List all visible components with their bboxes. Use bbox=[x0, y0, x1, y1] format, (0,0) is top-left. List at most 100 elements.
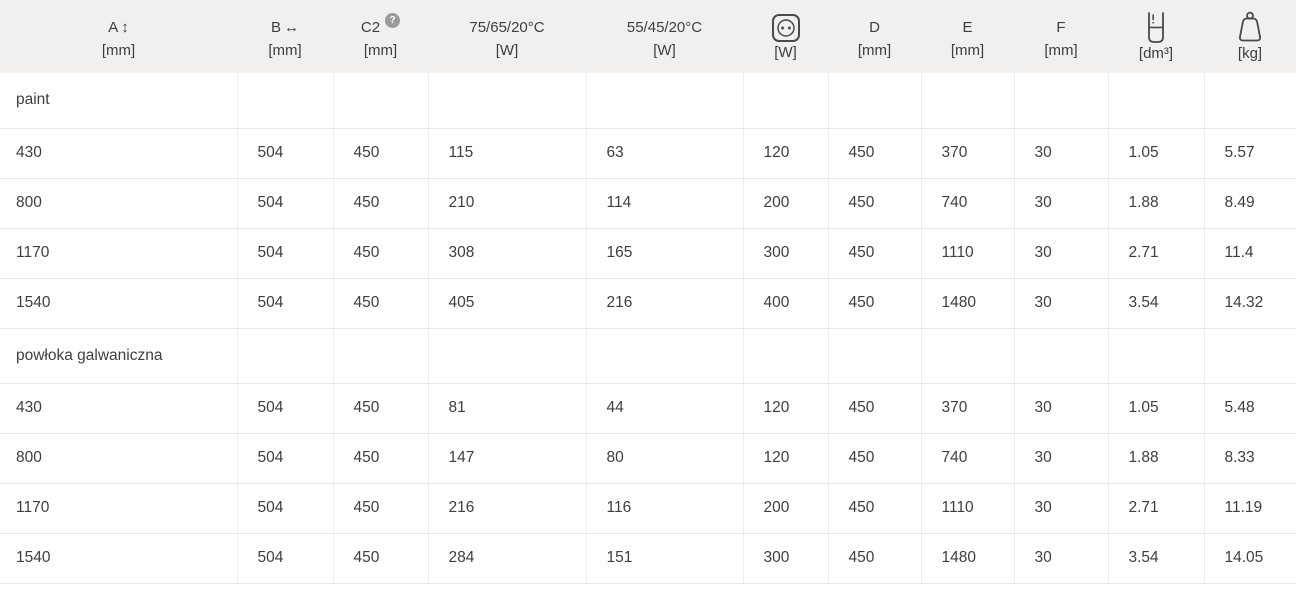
section-empty-cell bbox=[828, 328, 922, 384]
column-title-electric bbox=[743, 13, 828, 43]
cell-b: 504 bbox=[237, 178, 334, 229]
column-title-t554520: 55/45/20°C bbox=[586, 15, 743, 41]
cell-weight: 11.19 bbox=[1204, 483, 1296, 534]
cell-electric: 300 bbox=[743, 533, 829, 584]
column-unit-volume: [dm³] bbox=[1138, 44, 1174, 62]
cell-b: 504 bbox=[237, 483, 334, 534]
cell-weight: 14.05 bbox=[1204, 533, 1296, 584]
column-header-electric: [W] bbox=[743, 0, 828, 73]
cell-t554520: 216 bbox=[586, 278, 744, 329]
section-empty-cell bbox=[1014, 73, 1109, 129]
spec-row: 800 504 450 147 80 120 450 740 30 1.88 8.33 bbox=[0, 433, 1296, 484]
cell-volume: 1.88 bbox=[1108, 433, 1205, 484]
section-empty-cell bbox=[428, 328, 587, 384]
cell-t756520: 405 bbox=[428, 278, 587, 329]
cell-weight: 5.57 bbox=[1204, 128, 1296, 179]
column-title-d: D bbox=[828, 15, 921, 41]
cell-t554520: 151 bbox=[586, 533, 744, 584]
cell-weight: 11.4 bbox=[1204, 228, 1296, 279]
cell-f: 30 bbox=[1014, 383, 1109, 434]
cell-electric: 120 bbox=[743, 128, 829, 179]
cell-volume: 2.71 bbox=[1108, 483, 1205, 534]
cell-weight: 14.32 bbox=[1204, 278, 1296, 329]
cell-t554520: 116 bbox=[586, 483, 744, 534]
column-title-b: B ↔ bbox=[237, 15, 333, 41]
spec-row: 1540 504 450 405 216 400 450 1480 30 3.54 14.32 bbox=[0, 278, 1296, 329]
column-title-e: E bbox=[921, 15, 1014, 41]
cell-volume: 1.05 bbox=[1108, 128, 1205, 179]
cell-f: 30 bbox=[1014, 483, 1109, 534]
help-icon[interactable]: ? bbox=[385, 13, 401, 28]
cell-b: 504 bbox=[237, 433, 334, 484]
column-label-d: D bbox=[869, 19, 880, 36]
water-volume-icon bbox=[1145, 11, 1167, 44]
cell-volume: 3.54 bbox=[1108, 278, 1205, 329]
section-empty-cell bbox=[1204, 328, 1296, 384]
cell-d: 450 bbox=[828, 533, 922, 584]
spec-row: 430 504 450 81 44 120 450 370 30 1.05 5.48 bbox=[0, 383, 1296, 434]
cell-d: 450 bbox=[828, 278, 922, 329]
column-title-a: A ↕ bbox=[0, 15, 237, 41]
column-title-c2: C2? bbox=[333, 13, 428, 41]
section-empty-cell bbox=[237, 73, 334, 129]
cell-e: 370 bbox=[921, 128, 1015, 179]
column-header-t756520: 75/65/20°C [W] bbox=[428, 0, 586, 73]
cell-d: 450 bbox=[828, 178, 922, 229]
cell-e: 740 bbox=[921, 433, 1015, 484]
spec-row: 1170 504 450 216 116 200 450 1110 30 2.71 11.19 bbox=[0, 483, 1296, 534]
cell-f: 30 bbox=[1014, 178, 1109, 229]
cell-volume: 1.05 bbox=[1108, 383, 1205, 434]
column-label-t756520: 75/65/20°C bbox=[469, 19, 545, 36]
cell-t756520: 210 bbox=[428, 178, 587, 229]
column-unit-f: [mm] bbox=[1044, 41, 1078, 59]
cell-f: 30 bbox=[1014, 278, 1109, 329]
cell-t756520: 81 bbox=[428, 383, 587, 434]
section-empty-cell bbox=[743, 328, 829, 384]
section-empty-cell bbox=[586, 328, 744, 384]
column-header-b: B ↔ [mm] bbox=[237, 0, 333, 73]
cell-a: 1170 bbox=[0, 483, 238, 534]
cell-t554520: 44 bbox=[586, 383, 744, 434]
cell-weight: 5.48 bbox=[1204, 383, 1296, 434]
cell-c2: 450 bbox=[333, 178, 429, 229]
column-label-f: F bbox=[1056, 19, 1066, 36]
cell-b: 504 bbox=[237, 383, 334, 434]
cell-a: 1540 bbox=[0, 533, 238, 584]
cell-a: 430 bbox=[0, 128, 238, 179]
cell-a: 800 bbox=[0, 178, 238, 229]
cell-electric: 300 bbox=[743, 228, 829, 279]
column-label-b: B bbox=[270, 19, 281, 36]
cell-t554520: 165 bbox=[586, 228, 744, 279]
section-empty-cell bbox=[237, 328, 334, 384]
cell-f: 30 bbox=[1014, 433, 1109, 484]
cell-d: 450 bbox=[828, 383, 922, 434]
column-label-c2: C2 bbox=[360, 19, 381, 36]
column-header-f: F [mm] bbox=[1014, 0, 1108, 73]
cell-t554520: 114 bbox=[586, 178, 744, 229]
spec-row: 430 504 450 115 63 120 450 370 30 1.05 5.57 bbox=[0, 128, 1296, 179]
cell-e: 370 bbox=[921, 383, 1015, 434]
cell-c2: 450 bbox=[333, 533, 429, 584]
section-empty-cell bbox=[333, 73, 429, 129]
section-empty-cell bbox=[428, 73, 587, 129]
cell-f: 30 bbox=[1014, 228, 1109, 279]
column-title-weight bbox=[1204, 11, 1296, 44]
section-empty-cell bbox=[1108, 328, 1205, 384]
cell-t756520: 308 bbox=[428, 228, 587, 279]
column-unit-weight: [kg] bbox=[1237, 45, 1263, 62]
cell-c2: 450 bbox=[333, 228, 429, 279]
cell-e: 1480 bbox=[921, 533, 1015, 584]
cell-d: 450 bbox=[828, 433, 922, 484]
column-header-d: D [mm] bbox=[828, 0, 921, 73]
section-empty-cell bbox=[586, 73, 744, 129]
spec-row: 800 504 450 210 114 200 450 740 30 1.88 8.49 bbox=[0, 178, 1296, 229]
column-label-t554520: 55/45/20°C bbox=[626, 19, 703, 36]
cell-a: 1170 bbox=[0, 228, 238, 279]
cell-b: 504 bbox=[237, 128, 334, 179]
cell-c2: 450 bbox=[333, 278, 429, 329]
cell-volume: 3.54 bbox=[1108, 533, 1205, 584]
cell-t756520: 216 bbox=[428, 483, 587, 534]
section-title: powłoka galwaniczna bbox=[0, 328, 238, 384]
cell-t554520: 63 bbox=[586, 128, 744, 179]
